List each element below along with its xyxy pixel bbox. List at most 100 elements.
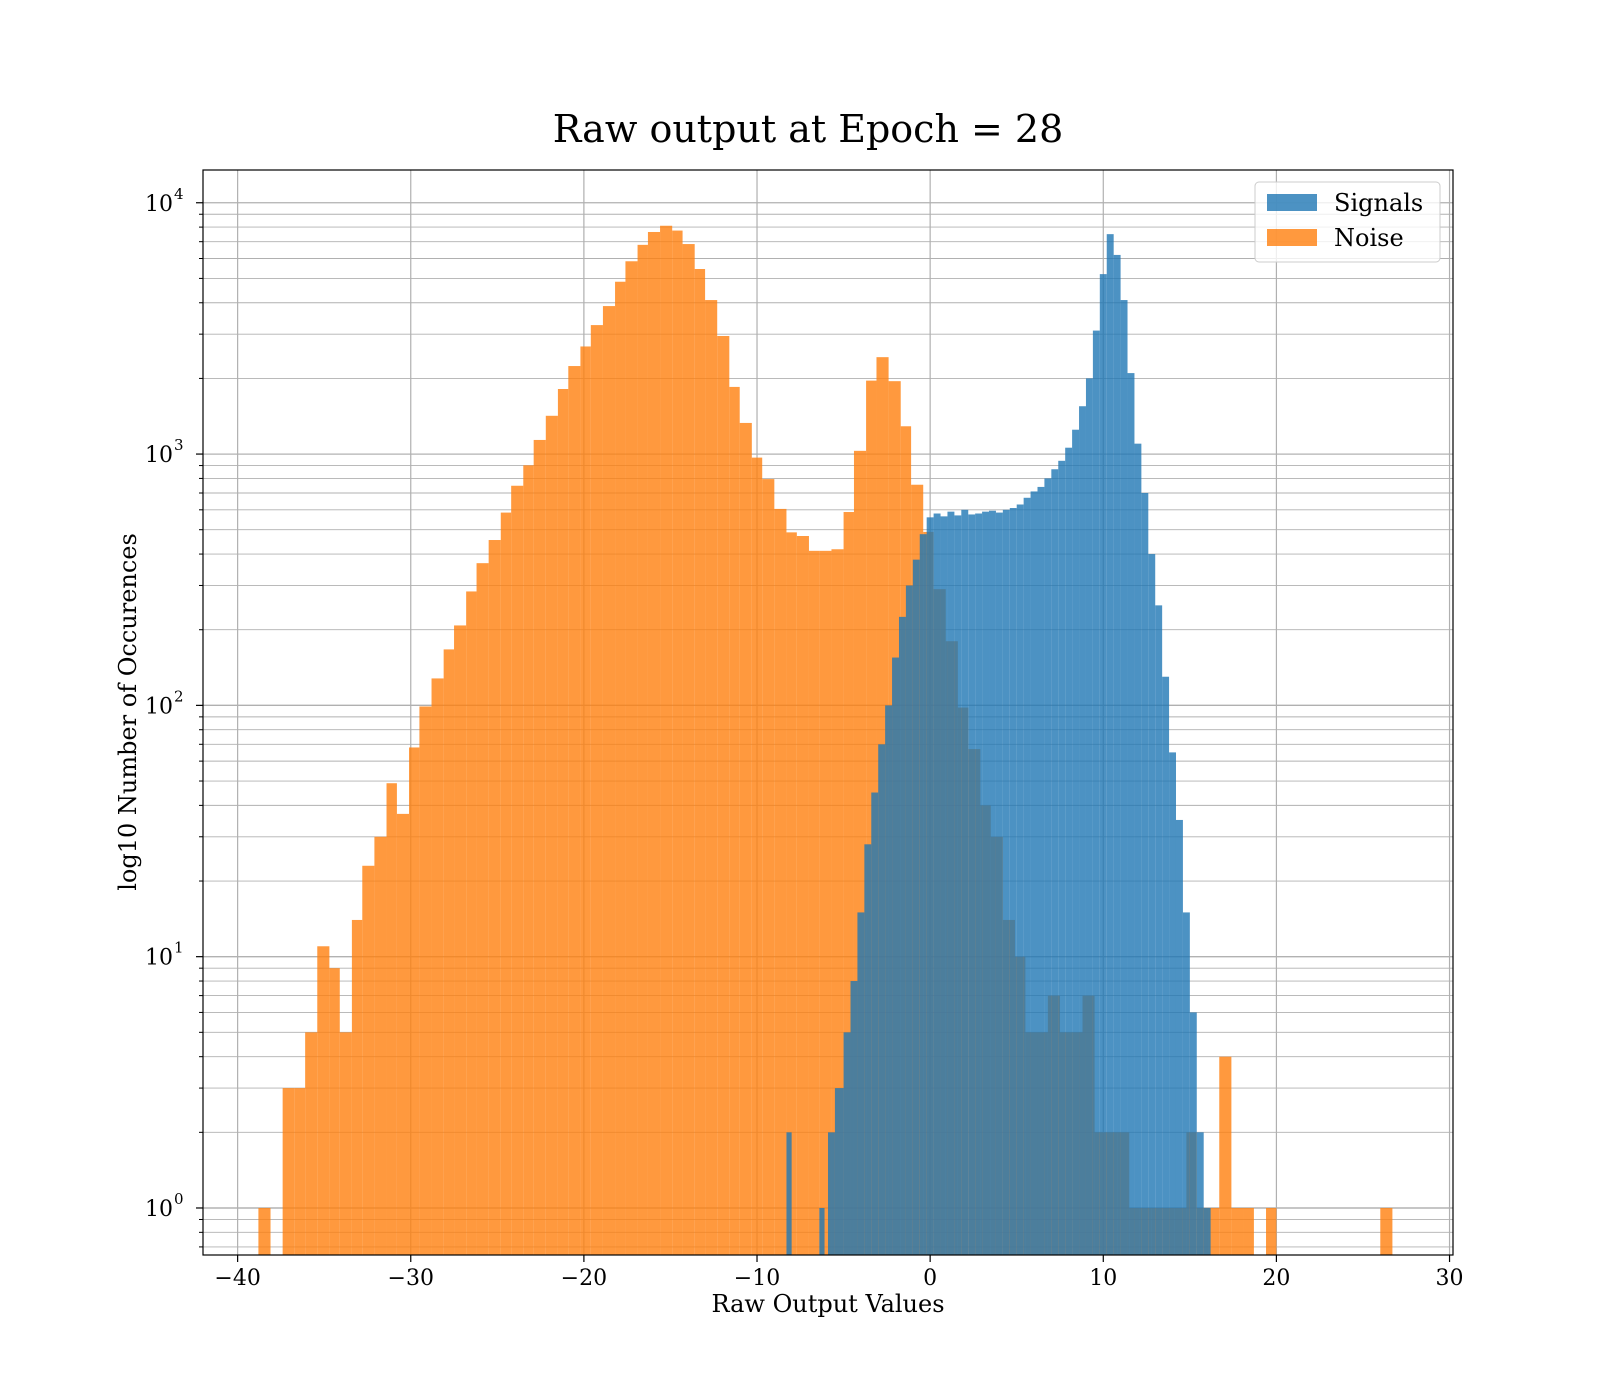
noise-bar bbox=[1208, 1207, 1220, 1255]
legend-label-noise: Noise bbox=[1334, 224, 1404, 252]
y-tick-label-base: 10 bbox=[145, 192, 173, 217]
noise-bar bbox=[660, 225, 673, 1255]
noise-bar bbox=[831, 549, 844, 1255]
signal-bar bbox=[1196, 1132, 1204, 1255]
signal-bar bbox=[885, 705, 893, 1255]
signal-bar bbox=[961, 509, 969, 1255]
signal-bar bbox=[850, 981, 858, 1255]
signal-bar bbox=[926, 517, 934, 1255]
y-tick-label-base: 10 bbox=[145, 443, 173, 468]
noise-bar bbox=[431, 678, 444, 1255]
signal-bar bbox=[1079, 406, 1086, 1256]
y-tick-label-exponent: 2 bbox=[174, 687, 184, 705]
noise-bar bbox=[762, 479, 775, 1256]
signal-bar bbox=[1134, 443, 1142, 1255]
x-tick-label: −20 bbox=[561, 1266, 607, 1291]
signal-bar bbox=[975, 513, 983, 1255]
legend-swatch-noise bbox=[1267, 229, 1317, 246]
y-tick-label-exponent: 1 bbox=[174, 939, 184, 957]
y-tick-label-base: 10 bbox=[145, 694, 173, 719]
signal-bars bbox=[786, 234, 1211, 1256]
x-tick-label: −30 bbox=[388, 1266, 434, 1291]
signal-bar bbox=[1175, 819, 1183, 1255]
signal-bar bbox=[1127, 373, 1135, 1256]
signal-bar bbox=[905, 585, 913, 1255]
noise-bar bbox=[557, 389, 569, 1255]
noise-bar bbox=[843, 512, 854, 1255]
y-tick-label-base: 10 bbox=[145, 1197, 173, 1222]
noise-bar bbox=[590, 325, 603, 1256]
noise-bar bbox=[533, 439, 546, 1255]
signal-bar bbox=[1065, 447, 1073, 1255]
noise-bar bbox=[705, 300, 718, 1255]
noise-bar bbox=[454, 625, 467, 1255]
x-tick-label: 10 bbox=[1089, 1266, 1117, 1291]
signal-bar bbox=[1030, 491, 1038, 1255]
noise-bar bbox=[637, 244, 648, 1256]
signal-bar bbox=[864, 844, 872, 1255]
signal-bar bbox=[828, 1132, 835, 1255]
signal-bar bbox=[1169, 752, 1176, 1255]
signal-bar bbox=[1106, 234, 1114, 1255]
legend-swatch-signals bbox=[1267, 194, 1317, 211]
signal-bar bbox=[857, 912, 865, 1255]
signal-bar bbox=[892, 657, 899, 1255]
signal-bar bbox=[819, 1207, 825, 1255]
noise-bar bbox=[1219, 1056, 1232, 1255]
noise-bar bbox=[647, 231, 661, 1256]
signal-bar bbox=[1051, 469, 1059, 1255]
signal-bar bbox=[1120, 300, 1128, 1255]
noise-bar bbox=[419, 706, 432, 1255]
noise-bar bbox=[545, 415, 558, 1255]
noise-bar bbox=[1231, 1207, 1244, 1255]
noise-bar bbox=[729, 386, 740, 1255]
y-tick-label-exponent: 4 bbox=[174, 185, 184, 203]
signal-bar bbox=[871, 792, 879, 1255]
x-tick-label: 20 bbox=[1262, 1266, 1290, 1291]
signal-bar bbox=[1044, 478, 1052, 1255]
signal-bar bbox=[1023, 497, 1031, 1255]
noise-bar bbox=[374, 836, 387, 1255]
noise-bar bbox=[717, 335, 730, 1255]
signal-bar bbox=[1141, 492, 1149, 1255]
noise-bar bbox=[682, 244, 695, 1256]
signal-bar bbox=[1085, 378, 1093, 1255]
signal-bar bbox=[1072, 429, 1080, 1256]
noise-bar bbox=[672, 230, 683, 1255]
noise-bar bbox=[615, 281, 626, 1256]
signal-bar bbox=[1203, 1207, 1211, 1255]
y-tick-label-base: 10 bbox=[145, 946, 173, 971]
noise-bar bbox=[774, 508, 787, 1255]
signal-bar bbox=[1037, 486, 1045, 1255]
noise-bar bbox=[386, 783, 397, 1255]
x-tick-label: −10 bbox=[734, 1266, 780, 1291]
noise-bar bbox=[796, 536, 809, 1255]
noise-bar bbox=[351, 919, 363, 1255]
signal-bar bbox=[982, 511, 990, 1255]
noise-bar bbox=[1243, 1207, 1254, 1255]
noise-bar bbox=[488, 540, 501, 1255]
signal-bar bbox=[898, 616, 906, 1255]
signal-bar bbox=[1099, 274, 1107, 1255]
noise-bar bbox=[739, 422, 752, 1255]
noise-bar bbox=[694, 269, 706, 1255]
x-axis-ticks: −40 −30 −20 −10 0 10 20 30 bbox=[214, 1255, 1464, 1291]
noise-bar bbox=[1266, 1207, 1277, 1255]
noise-bar bbox=[808, 550, 820, 1255]
noise-bar bbox=[602, 306, 616, 1256]
x-tick-label: 0 bbox=[923, 1266, 937, 1291]
noise-bar bbox=[305, 1032, 318, 1255]
signal-bar bbox=[1148, 554, 1156, 1255]
noise-bar bbox=[1380, 1207, 1393, 1255]
y-tick-label-exponent: 3 bbox=[174, 436, 184, 454]
noise-bar bbox=[500, 512, 512, 1255]
noise-bar bbox=[751, 457, 763, 1255]
signal-bar bbox=[786, 1132, 792, 1255]
legend-label-signals: Signals bbox=[1334, 189, 1423, 217]
noise-bar bbox=[409, 747, 420, 1255]
plot-frame bbox=[202, 169, 1454, 1256]
noise-bar bbox=[568, 366, 581, 1255]
noise-bar bbox=[819, 550, 832, 1255]
noise-bar bbox=[329, 968, 340, 1255]
